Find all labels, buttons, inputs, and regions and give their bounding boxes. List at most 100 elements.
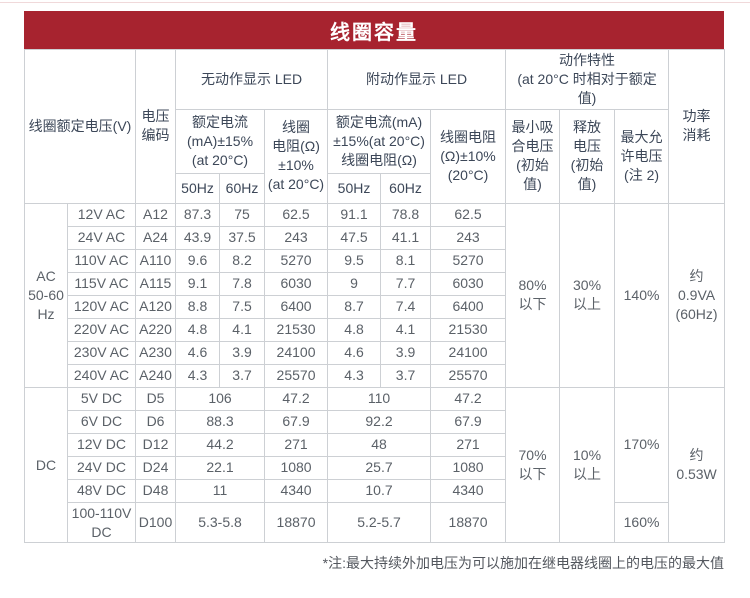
cell-code: A220 [135, 317, 177, 342]
cell-voltage: 120V AC [66, 294, 137, 319]
cell-resistance-led: 4340 [430, 478, 507, 503]
cell-current-led: 25.7 [327, 455, 432, 480]
cell-code: D24 [135, 455, 177, 480]
footnote: *注:最大持续外加电压为可以施加在继电器线圈上的电压的最大值 [322, 555, 724, 572]
header-coil-rated-voltage: 线圈额定电压(V) [23, 49, 137, 204]
cell-current-60hz-led: 3.9 [380, 340, 432, 365]
cell-resistance-led: 243 [430, 225, 507, 250]
header-50hz: 50Hz [175, 172, 221, 204]
cell-resistance: 47.2 [264, 386, 329, 411]
cell-current-50hz: 9.6 [175, 248, 221, 273]
cell-resistance-led: 6030 [430, 271, 507, 296]
cell-resistance-led: 24100 [430, 340, 507, 365]
cell-resistance: 21530 [264, 317, 329, 342]
cell-max-voltage: 160% [614, 501, 670, 544]
cell-resistance: 24100 [264, 340, 329, 365]
cell-current-50hz-led: 4.8 [327, 317, 382, 342]
cell-current-60hz: 3.9 [219, 340, 266, 365]
cell-code: A24 [135, 225, 177, 250]
cell-release-voltage: 30% 以上 [559, 202, 616, 388]
cell-current-60hz-led: 3.7 [380, 363, 432, 388]
table-row: DC 5V DC D5 106 47.2 110 47.2 70% 以下 10%… [24, 386, 726, 544]
cell-code: D12 [135, 432, 177, 457]
cell-current-50hz-led: 9 [327, 271, 382, 296]
cell-resistance: 6400 [264, 294, 329, 319]
table-title-bar: 线圈容量 [24, 11, 724, 49]
header-min-pickup-voltage: 最小吸 合电压 (初始值) [505, 108, 561, 204]
cell-current-50hz: 9.1 [175, 271, 221, 296]
cell-current-60hz: 37.5 [219, 225, 266, 250]
cell-current: 22.1 [175, 455, 266, 480]
header-with-action-led-group: 附动作显示 LED [327, 49, 507, 110]
cell-current-50hz: 8.8 [175, 294, 221, 319]
table-row: 48V DC D48 11 4340 10.7 4340 [25, 478, 725, 503]
cell-voltage: 110V AC [66, 248, 137, 273]
cell-resistance: 62.5 [264, 202, 329, 227]
cell-resistance: 67.9 [264, 409, 329, 434]
header-power-consumption: 功率 消耗 [668, 49, 726, 204]
header-row-groups: 线圈额定电压(V) 电压 编码 无动作显示 LED 附动作显示 LED 动作特性… [23, 49, 726, 204]
cell-voltage: 12V DC [66, 432, 137, 457]
header-rated-current-with-led: 额定电流(mA) ±15%(at 20°C) 线圈电阻(Ω) [327, 108, 432, 174]
cell-resistance: 4340 [264, 478, 329, 503]
cell-current-60hz-led: 7.7 [380, 271, 432, 296]
table-row: AC 50-60 Hz 12V AC A12 87.3 75 62.5 91.1… [24, 202, 726, 388]
cell-resistance: 271 [264, 432, 329, 457]
cell-current-led: 110 [327, 386, 432, 411]
cell-code: D6 [135, 409, 177, 434]
cell-release-voltage: 10% 以上 [559, 386, 616, 544]
cell-voltage: 100-110V DC [66, 501, 137, 544]
cell-resistance: 1080 [264, 455, 329, 480]
table-row: 24V AC A24 43.9 37.5 243 47.5 41.1 243 [25, 225, 725, 250]
table-row: 12V DC D12 44.2 271 48 271 [25, 432, 725, 457]
cell-current-led: 10.7 [327, 478, 432, 503]
cell-resistance: 6030 [264, 271, 329, 296]
cell-resistance: 243 [264, 225, 329, 250]
header-operate-characteristics-group: 动作特性 (at 20°C 时相对于额定值) [505, 49, 670, 110]
header-rated-current-no-led: 额定电流 (mA)±15% (at 20°C) [175, 108, 266, 174]
cell-voltage: 12V AC [66, 202, 137, 227]
cell-current-60hz: 8.2 [219, 248, 266, 273]
spec-sheet: 线圈容量 线圈额定电压(V) 电压 编码 无动作显示 LED 附动作显示 LED… [23, 11, 726, 573]
cell-current: 11 [175, 478, 266, 503]
cell-current-led: 5.2-5.7 [327, 501, 432, 544]
top-divider [0, 2, 750, 3]
header-no-action-led-group: 无动作显示 LED [175, 49, 329, 110]
cell-resistance-led: 62.5 [430, 202, 507, 227]
cell-resistance-led: 5270 [430, 248, 507, 273]
table-row: 110V AC A110 9.6 8.2 5270 9.5 8.1 5270 [25, 248, 725, 273]
cell-voltage: 240V AC [66, 363, 137, 388]
cell-current-60hz: 7.5 [219, 294, 266, 319]
cell-pickup-voltage: 70% 以下 [505, 386, 561, 544]
cell-pickup-voltage: 80% 以下 [505, 202, 561, 388]
header-release-voltage: 释放 电压 (初始值) [559, 108, 616, 204]
cell-code: A12 [135, 202, 177, 227]
cell-current-50hz-led: 91.1 [327, 202, 382, 227]
cell-code: A110 [135, 248, 177, 273]
header-voltage-code: 电压 编码 [135, 49, 177, 204]
cell-current-60hz-led: 8.1 [380, 248, 432, 273]
cell-current-50hz-led: 4.6 [327, 340, 382, 365]
cell-current-50hz: 87.3 [175, 202, 221, 227]
table-row: 24V DC D24 22.1 1080 25.7 1080 [25, 455, 725, 480]
page-title: 线圈容量 [330, 21, 418, 44]
table-row: 120V AC A120 8.8 7.5 6400 8.7 7.4 6400 [25, 294, 725, 319]
cell-current-50hz: 4.6 [175, 340, 221, 365]
cell-current-60hz: 4.1 [219, 317, 266, 342]
header-row-sub: 额定电流 (mA)±15% (at 20°C) 线圈 电阻(Ω) ±10% (a… [25, 108, 725, 204]
cell-max-voltage: 140% [614, 202, 670, 388]
header-coil-resistance-with-led: 线圈电阻 (Ω)±10% (20°C) [430, 108, 507, 204]
cell-current-60hz-led: 78.8 [380, 202, 432, 227]
cell-current-50hz-led: 9.5 [327, 248, 382, 273]
cell-code: A115 [135, 271, 177, 296]
cell-resistance-led: 47.2 [430, 386, 507, 411]
cell-power: 约 0.53W [668, 386, 726, 544]
cell-current-60hz: 3.7 [219, 363, 266, 388]
cell-current: 106 [175, 386, 266, 411]
cell-current-50hz: 4.8 [175, 317, 221, 342]
cell-resistance: 5270 [264, 248, 329, 273]
cell-max-voltage: 170% [614, 386, 670, 503]
cell-voltage: 24V DC [66, 455, 137, 480]
header-60hz: 60Hz [380, 172, 432, 204]
